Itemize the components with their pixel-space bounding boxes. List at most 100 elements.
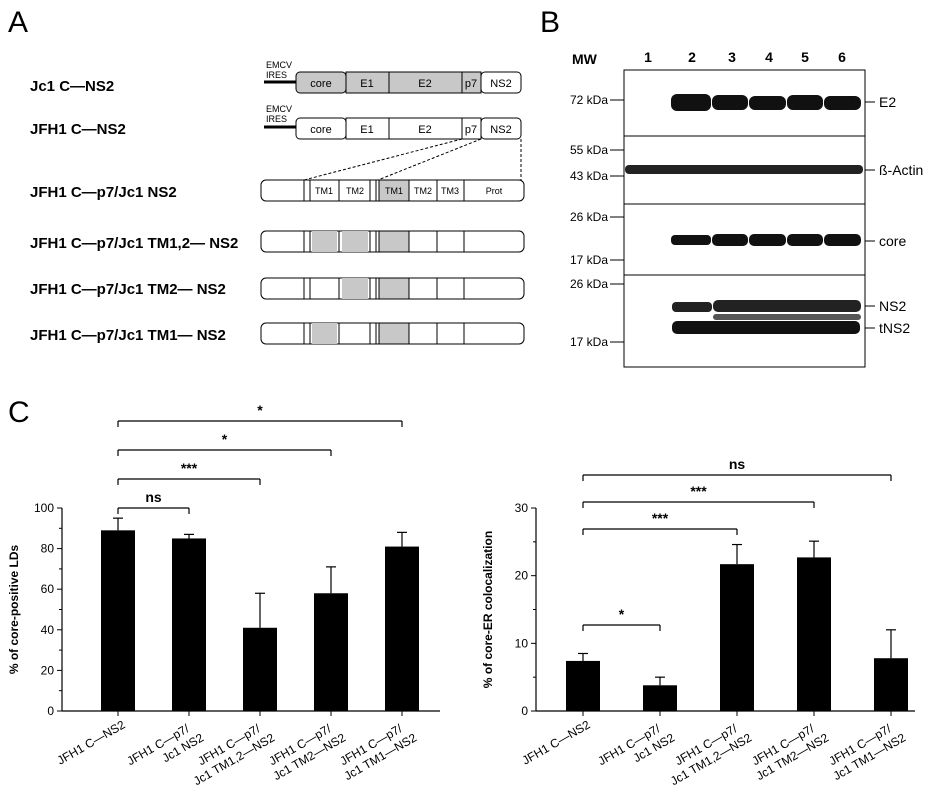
x-tick-label: JFH1 C—p7/Jc1 TM1,2—NS2	[661, 717, 755, 788]
band	[787, 234, 823, 246]
y-axis-label: % of core-ER colocalization	[481, 531, 495, 688]
bar	[874, 658, 908, 711]
bar	[797, 557, 831, 711]
y-tick-label: 40	[41, 623, 55, 637]
band	[749, 234, 786, 246]
band	[824, 96, 861, 110]
ires-label: IRES	[266, 70, 287, 80]
x-tick-label: JFH1 C—NS2	[520, 717, 593, 767]
bar	[314, 593, 348, 711]
x-tick-label: JFH1 C—p7/Jc1 TM1—NS2	[823, 717, 908, 783]
bar	[101, 530, 135, 711]
domain-label: Prot	[486, 186, 503, 196]
x-tick-label: JFH1 C—p7/Jc1 TM2—NS2	[263, 717, 348, 783]
significance-label: *	[222, 431, 228, 447]
domain-label: TM2	[414, 186, 432, 196]
band	[672, 321, 860, 334]
band	[672, 302, 712, 312]
y-tick-label: 100	[34, 501, 54, 515]
y-tick-label: 20	[515, 569, 529, 583]
band	[671, 235, 711, 245]
segment-label: NS2	[490, 124, 511, 136]
band	[712, 234, 748, 246]
lane-label: 5	[801, 49, 809, 65]
significance-label: *	[257, 402, 263, 418]
y-tick-label: 20	[41, 663, 55, 677]
y-tick-label: 0	[47, 704, 54, 718]
segment-label: core	[310, 78, 331, 90]
band	[749, 96, 786, 110]
construct-name: JFH1 C—p7/Jc1 NS2	[30, 184, 177, 201]
segment-ns2	[480, 117, 522, 140]
band-label: E2	[879, 94, 896, 110]
mw-header: MW	[572, 51, 598, 67]
bar	[720, 564, 754, 711]
mw-marker: 55 kDa	[570, 143, 608, 157]
panel-label-c: C	[8, 396, 30, 429]
x-tick-label: JFH1 C—p7/Jc1 NS2	[596, 717, 678, 781]
lane-label: 4	[765, 49, 773, 65]
domain-label: TM1	[315, 186, 333, 196]
expanded-construct: TM1 TM2 TM1 TM2 TM3 Prot	[260, 179, 525, 202]
x-tick-label: JFH1 C—p7/Jc1 TM1,2—NS2	[184, 717, 278, 788]
ires-label: IRES	[266, 114, 287, 124]
band	[713, 300, 861, 312]
panel-label-b: B	[540, 6, 560, 39]
y-tick-label: 10	[515, 636, 529, 650]
mw-marker: 17 kDa	[570, 253, 608, 267]
lane-label: 1	[644, 49, 652, 65]
panel-label-a: A	[8, 6, 28, 39]
emcv-label: EMCV	[266, 60, 292, 70]
segment-label: NS2	[490, 78, 511, 90]
domain-label: TM2	[346, 186, 364, 196]
y-tick-label: 0	[521, 704, 528, 718]
band	[671, 94, 711, 111]
significance-label: ***	[181, 460, 198, 476]
mw-marker: 17 kDa	[570, 335, 608, 349]
bar	[172, 538, 206, 711]
band-label: core	[879, 233, 906, 249]
lane-label: 6	[838, 49, 846, 65]
segment-label: p7	[465, 78, 477, 90]
band	[625, 165, 863, 174]
domain-label: TM1	[385, 186, 403, 196]
segment-label: E2	[418, 124, 431, 136]
segment-label: E2	[418, 78, 431, 90]
domain-label: TM3	[441, 186, 459, 196]
construct-tm1	[260, 322, 525, 345]
x-tick-label: JFH1 C—p7/Jc1 TM2—NS2	[746, 717, 831, 783]
segment-label: p7	[465, 124, 477, 136]
chart-core-er-colocalization: 0 10 20 30 % of core-ER colocalization JFH1 C…	[481, 456, 915, 788]
lane-label: 3	[728, 49, 736, 65]
bar	[385, 546, 419, 711]
emcv-label: EMCV	[266, 104, 292, 114]
construct-tm2	[260, 277, 525, 300]
band	[713, 314, 861, 320]
panel-a-construct-diagram: Jc1 C—NS2 JFH1 C—NS2 JFH1 C—p7/Jc1 NS2 J…	[30, 60, 525, 345]
significance-label: ***	[652, 510, 669, 526]
band-label: NS2	[879, 298, 906, 314]
band	[824, 234, 861, 246]
bar	[243, 627, 277, 711]
segment-label: E1	[360, 124, 373, 136]
panel-b-western-blot: MW 1 2 3 4 5 6 72 kDa 55 kDa 43	[570, 49, 923, 368]
band	[787, 95, 823, 110]
segment-ns2	[480, 71, 522, 94]
x-tick-label: JFH1 C—p7/Jc1 TM1—NS2	[334, 717, 419, 783]
band	[712, 95, 748, 110]
band-label: ß-Actin	[879, 162, 923, 178]
segment-label: E1	[360, 78, 373, 90]
mw-marker: 26 kDa	[570, 277, 608, 291]
lane-label: 2	[688, 49, 696, 65]
construct-tm12	[260, 230, 525, 253]
construct-name: JFH1 C—NS2	[30, 121, 126, 138]
zoom-line	[303, 138, 463, 181]
construct-name: JFH1 C—p7/Jc1 TM1— NS2	[30, 327, 226, 344]
significance-label: ns	[145, 489, 162, 505]
x-tick-label: JFH1 C—NS2	[55, 717, 128, 767]
bar	[566, 660, 600, 711]
mw-marker: 26 kDa	[570, 210, 608, 224]
y-tick-label: 80	[41, 542, 55, 556]
significance-label: ns	[729, 456, 746, 472]
